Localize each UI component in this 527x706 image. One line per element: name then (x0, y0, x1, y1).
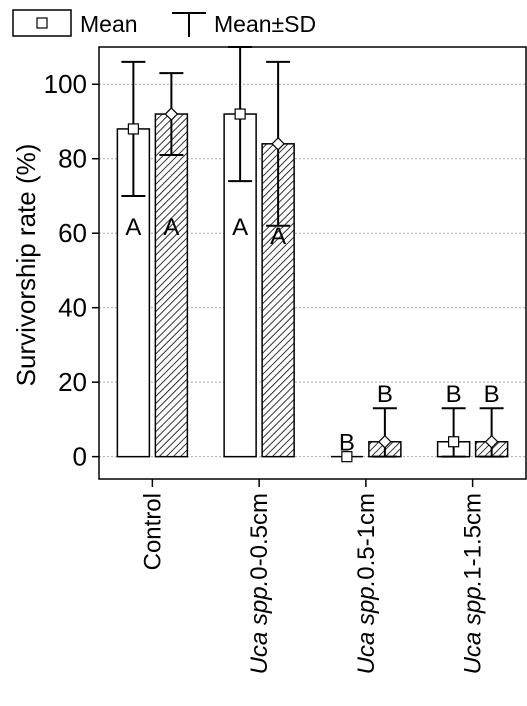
legend-sd-label: Mean±SD (214, 11, 316, 37)
y-tick-label: 100 (44, 69, 87, 99)
legend-sd-whisker (172, 12, 206, 37)
legend-mean-box (12, 9, 72, 37)
x-tick-label-taxon: Uca spp. (353, 580, 380, 675)
bars (116, 113, 509, 458)
bar (261, 143, 295, 458)
significance-letter: B (484, 381, 500, 408)
y-tick-label: 80 (58, 144, 87, 174)
y-axis-label: Survivorship rate (%) (11, 144, 41, 387)
y-tick-label: 60 (58, 218, 87, 248)
x-tick-label-text: 0.5-1cm (353, 493, 380, 580)
x-tick-label-taxon: Uca spp. (246, 580, 273, 675)
significance-letters: A A A ABB B B (125, 214, 499, 457)
significance-letter: B (377, 381, 393, 408)
legend-mean-label: Mean (80, 11, 138, 37)
mean-marker (127, 123, 139, 135)
x-tick-label-text: 1-1.5cm (460, 493, 487, 580)
y-tick-label: 20 (58, 367, 87, 397)
mean-marker (164, 107, 179, 121)
significance-letter: A (125, 214, 141, 241)
mean-marker (271, 136, 285, 151)
significance-letter: A (232, 214, 248, 241)
legend-mean-marker (36, 17, 48, 29)
significance-letter: A (163, 214, 179, 241)
significance-letter: B (446, 381, 462, 408)
x-tick-label: Uca spp.0-0.5cm (246, 493, 273, 674)
significance-letter: B (339, 430, 355, 457)
mean-marker (341, 451, 353, 463)
x-tick-label-text: 0-0.5cm (246, 493, 273, 580)
significance-letter: A (270, 223, 286, 250)
x-tick-label: Uca spp.1-1.5cm (460, 493, 487, 674)
plot-frame (98, 46, 527, 480)
mean-markers (127, 107, 499, 463)
bar (154, 113, 189, 458)
gridlines (99, 83, 526, 458)
y-axis: 0 20 40 60 80 100 (44, 69, 99, 472)
y-tick-label: 40 (58, 293, 87, 323)
legend: Mean Mean±SD (12, 9, 316, 37)
x-tick-label-text: Control (139, 493, 166, 570)
mean-marker (448, 436, 460, 448)
x-tick-label-taxon: Uca spp. (460, 580, 487, 675)
x-tick-label: Uca spp.0.5-1cm (353, 493, 380, 674)
mean-marker (484, 434, 499, 449)
y-tick-label: 0 (73, 442, 87, 472)
x-tick-label: Control (139, 493, 166, 570)
mean-marker (234, 108, 246, 120)
mean-marker (378, 434, 392, 449)
